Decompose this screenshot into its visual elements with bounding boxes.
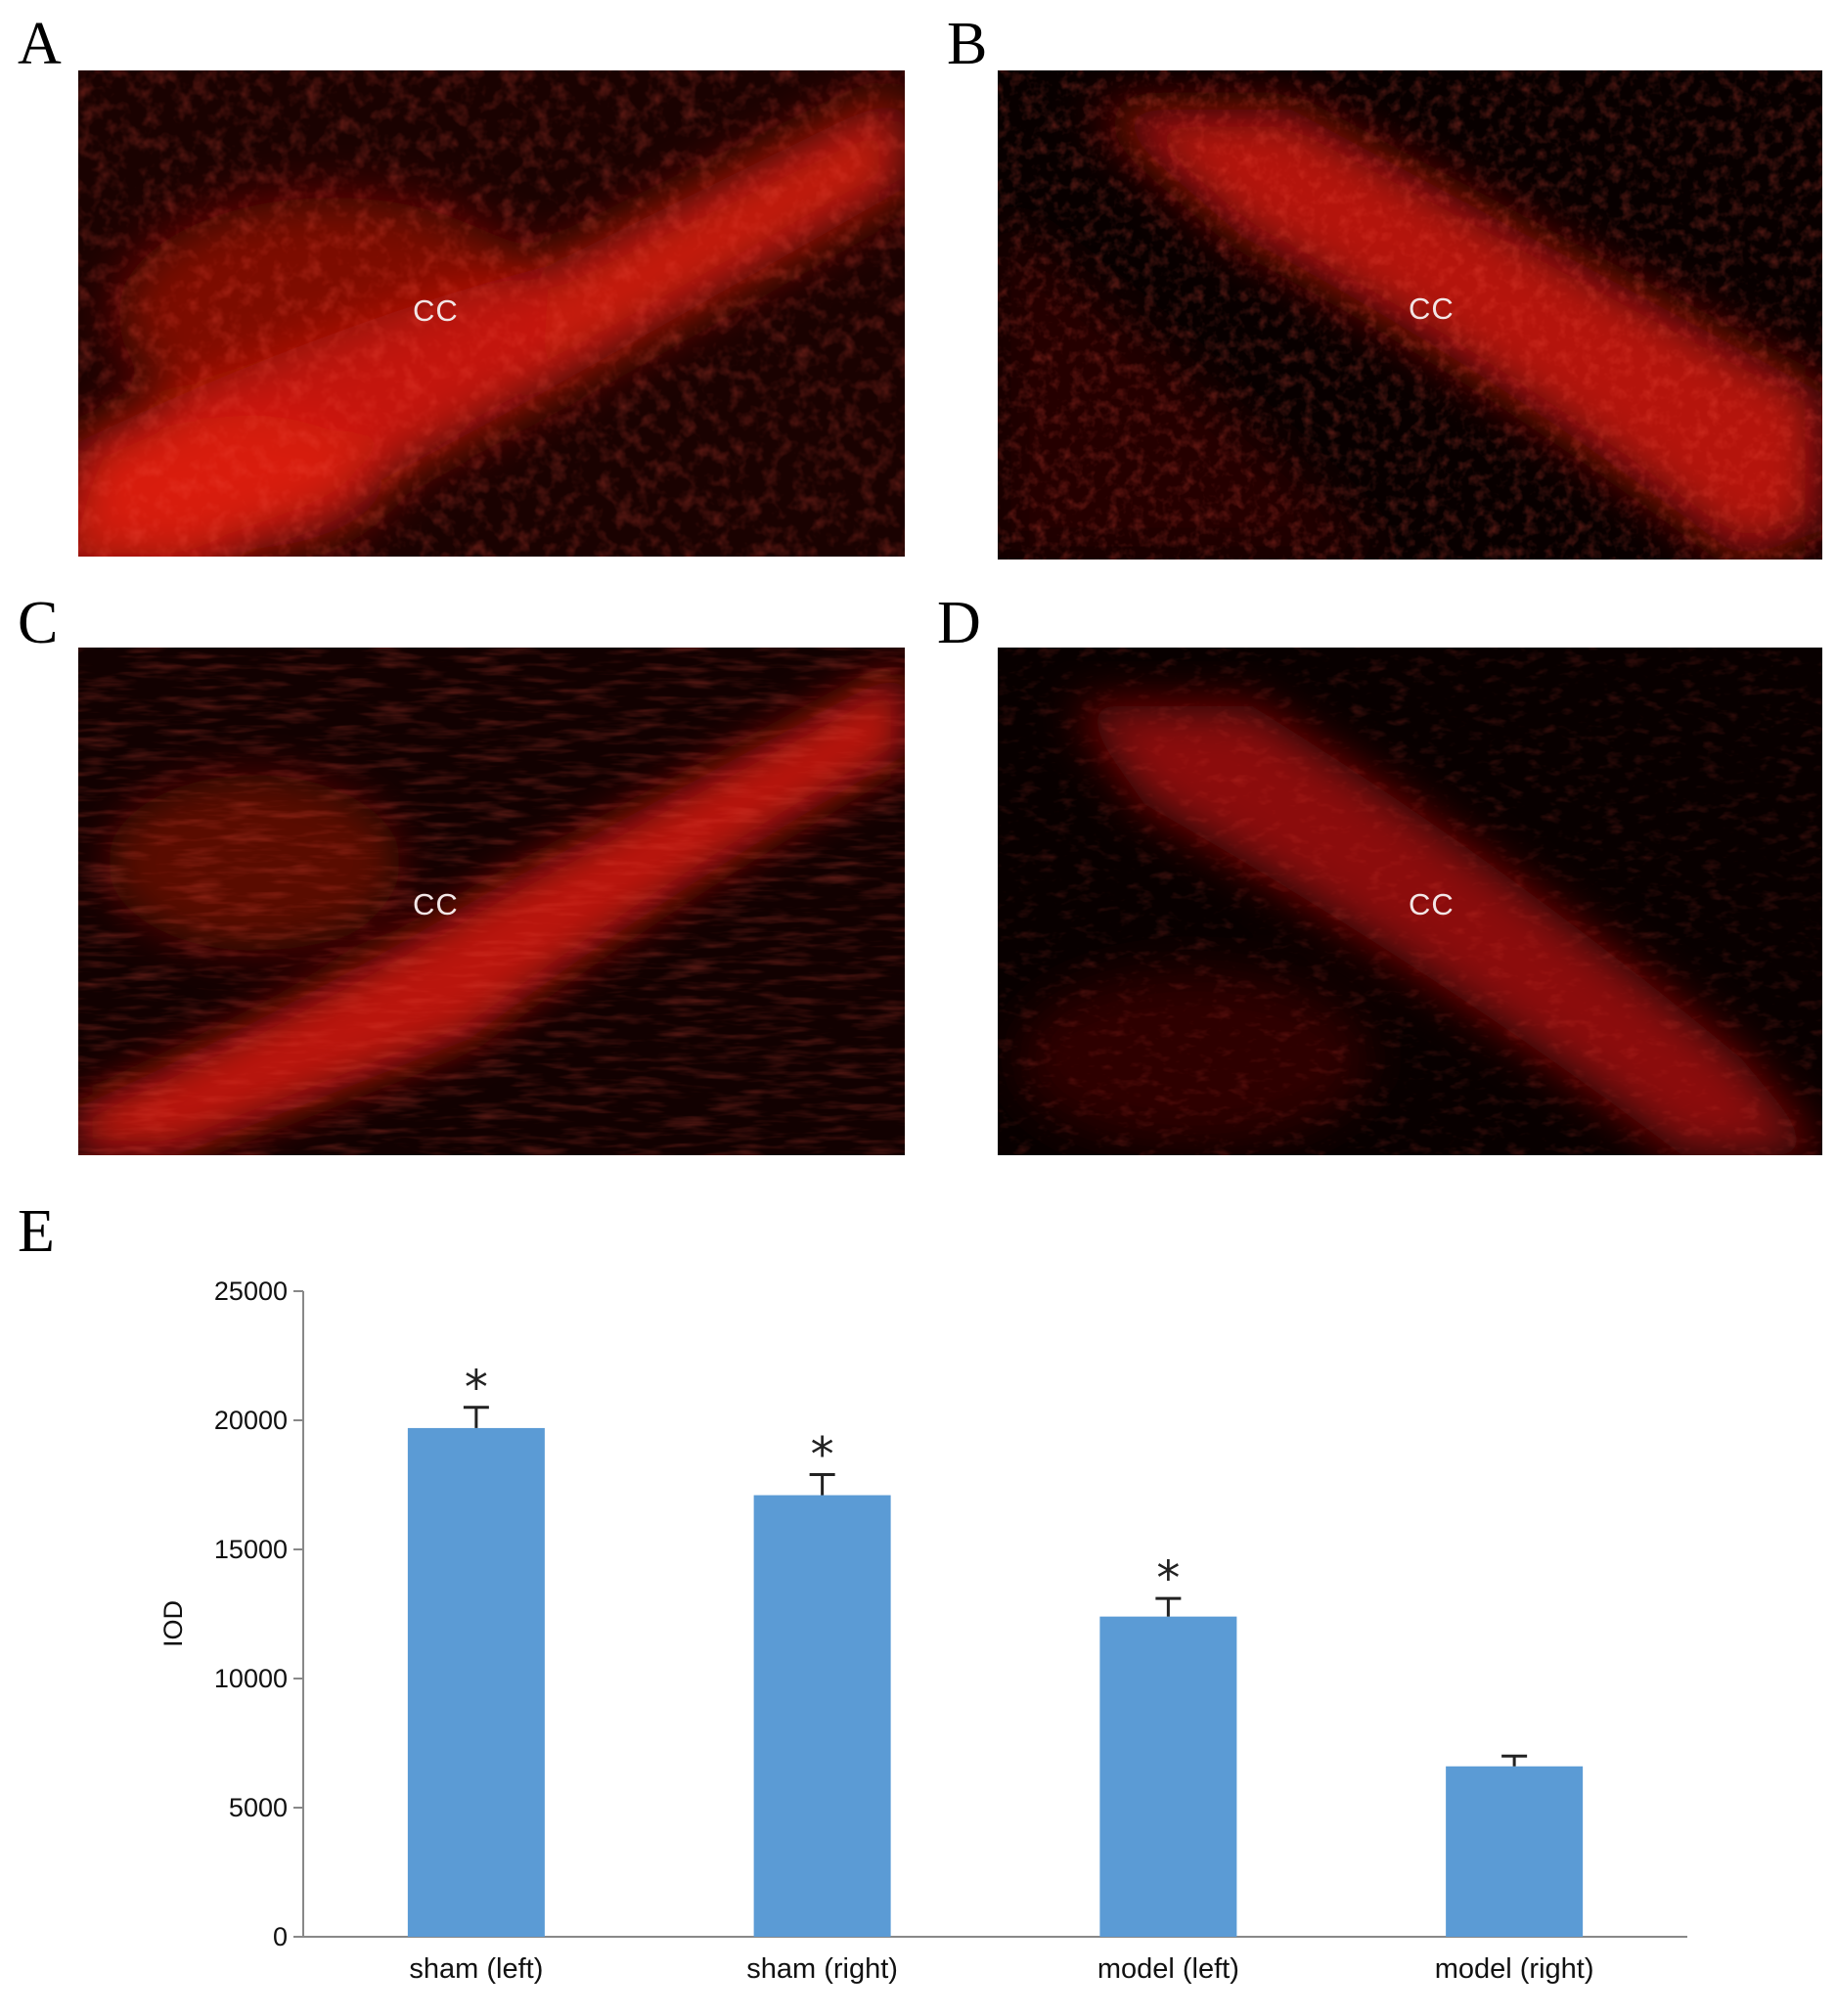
micrograph-b-image [998,70,1822,560]
y-axis-label: IOD [158,1600,188,1647]
panel-label-b: B [947,11,988,77]
bar [407,1427,545,1937]
bar [1099,1616,1237,1937]
region-label-cc-c: CC [413,887,459,921]
panel-label-e: E [18,1198,55,1265]
x-tick-label: sham (right) [746,1953,898,1985]
panel-label-a: A [18,11,62,77]
region-label-cc-d: CC [1409,887,1455,921]
panel-label-c: C [18,590,59,656]
x-tick-label: model (right) [1435,1953,1594,1985]
micrograph-c: CC [78,648,905,1155]
y-tick-label: 5000 [229,1793,288,1822]
y-tick-label: 10000 [214,1664,288,1693]
y-tick-label: 25000 [214,1277,288,1306]
region-label-cc-a: CC [413,293,459,328]
panel-label-d: D [937,590,981,656]
micrograph-a-image [78,70,905,557]
x-tick-label: sham (left) [409,1953,543,1985]
x-axis: sham (left) sham (right) model (left) model… [303,1936,1687,1985]
bar [753,1495,891,1937]
y-tick-label: 0 [273,1922,288,1951]
y-tick-label: 20000 [214,1406,288,1435]
x-tick-label: model (left) [1097,1953,1239,1985]
micrograph-a: CC [78,70,905,557]
significance-marker: * [1156,1551,1180,1606]
y-axis: 0 5000 10000 15000 20000 25000 [214,1277,304,1951]
region-label-cc-b: CC [1409,291,1455,326]
bar [1446,1766,1584,1937]
micrograph-b: CC [998,70,1822,560]
significance-marker: * [465,1361,488,1415]
bars-group: * * * [407,1361,1584,1937]
micrograph-d: CC [998,648,1822,1155]
micrograph-d-image [998,648,1822,1155]
micrograph-c-image [78,648,905,1155]
y-tick-label: 15000 [214,1535,288,1564]
significance-marker: * [811,1427,834,1482]
